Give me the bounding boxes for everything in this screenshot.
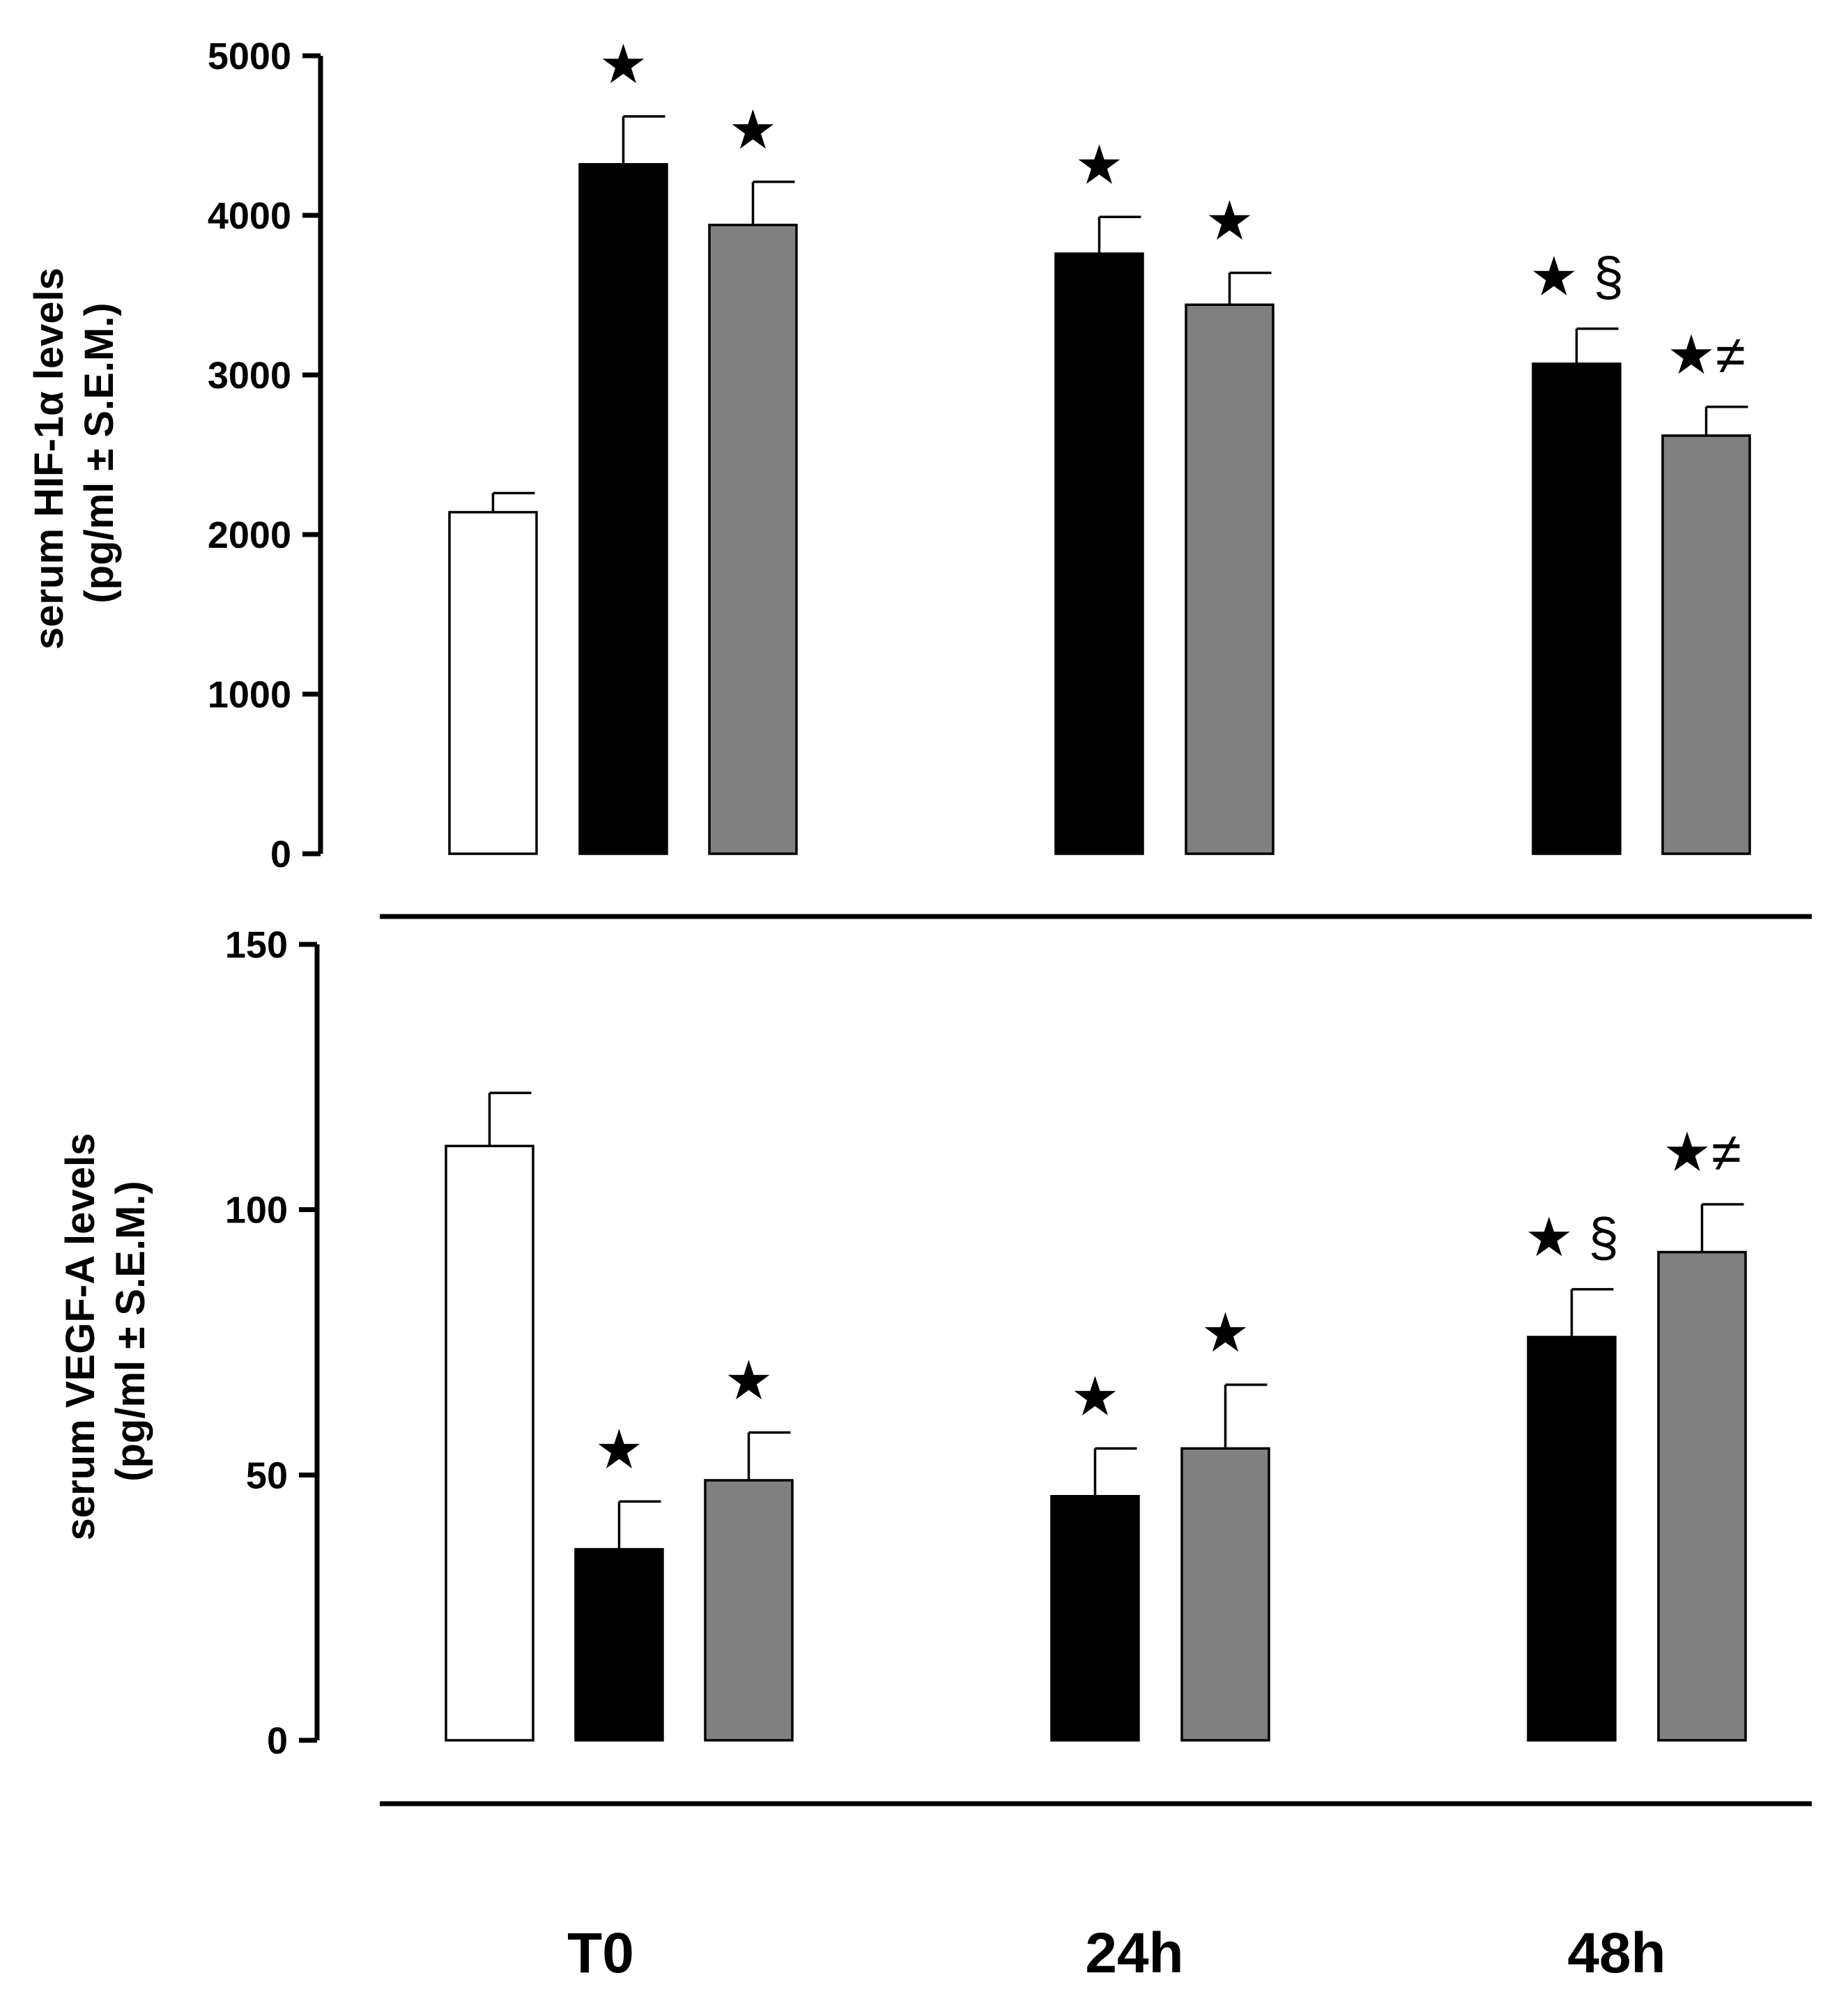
significance-annotation: ★	[725, 1349, 773, 1411]
bar-t0	[448, 511, 538, 855]
bar-t0	[704, 1479, 794, 1742]
y-tick-label: 50	[246, 1455, 288, 1496]
category-labels: T0 24h 48h	[567, 1921, 1666, 1985]
bar-24h	[1185, 303, 1275, 855]
bar-24h	[1054, 252, 1144, 855]
y-axis-title-line1: serum VEGF-A levels	[58, 1133, 103, 1541]
significance-annotation: ★	[1206, 190, 1254, 251]
significance-annotation: ★	[1071, 1365, 1120, 1427]
significance-annotation: ★≠	[1663, 1121, 1741, 1183]
bar-t0	[445, 1144, 534, 1742]
panel-vegfa: serum VEGF-A levels (pg/ml ± S.E.M.) 0 50…	[58, 924, 1747, 1762]
y-axis-title-line1: serum HIF-1α levels	[26, 268, 72, 650]
y-tick-label: 100	[225, 1190, 288, 1232]
significance-annotation: ★ §	[1525, 1206, 1619, 1268]
significance-annotation: ★	[729, 99, 778, 160]
y-tick-label: 4000	[208, 195, 291, 237]
y-tick-label: 150	[225, 924, 288, 966]
significance-annotation: ★ §	[1530, 246, 1624, 307]
y-tick-label: 1000	[208, 674, 291, 716]
significance-annotation: ★	[1201, 1302, 1250, 1363]
category-label-48h: 48h	[1567, 1921, 1665, 1985]
bar-t0	[578, 162, 668, 855]
y-axis-title-line2: (pg/ml ± S.E.M.)	[77, 302, 122, 603]
panel-hif1a: serum HIF-1α levels (pg/ml ± S.E.M.) 0 10…	[26, 33, 1751, 875]
y-tick-label: 3000	[208, 355, 291, 397]
bar-24h	[1180, 1447, 1270, 1742]
y-tick-label: 0	[267, 1720, 288, 1762]
y-tick-label: 2000	[208, 514, 291, 556]
bar-48h	[1661, 434, 1751, 855]
y-axis-title-vegfa: serum VEGF-A levels (pg/ml ± S.E.M.)	[58, 1122, 153, 1541]
bar-48h	[1532, 362, 1622, 855]
y-tick-label: 5000	[208, 36, 291, 77]
significance-annotation: ★	[1075, 134, 1124, 195]
significance-annotation: ★	[595, 1418, 644, 1480]
y-axis-title-line2: (pg/ml ± S.E.M.)	[108, 1181, 153, 1481]
significance-annotation: ★≠	[1667, 324, 1746, 385]
bar-48h	[1657, 1250, 1747, 1742]
significance-annotation: ★	[599, 33, 648, 95]
bar-t0	[708, 223, 798, 855]
category-label-t0: T0	[567, 1921, 634, 1985]
y-axis-title-hif1a: serum HIF-1α levels (pg/ml ± S.E.M.)	[26, 256, 122, 650]
bar-48h	[1527, 1335, 1617, 1742]
category-label-24h: 24h	[1085, 1921, 1183, 1985]
bar-t0	[574, 1548, 664, 1742]
y-tick-label: 0	[270, 834, 291, 875]
bar-24h	[1050, 1495, 1140, 1742]
